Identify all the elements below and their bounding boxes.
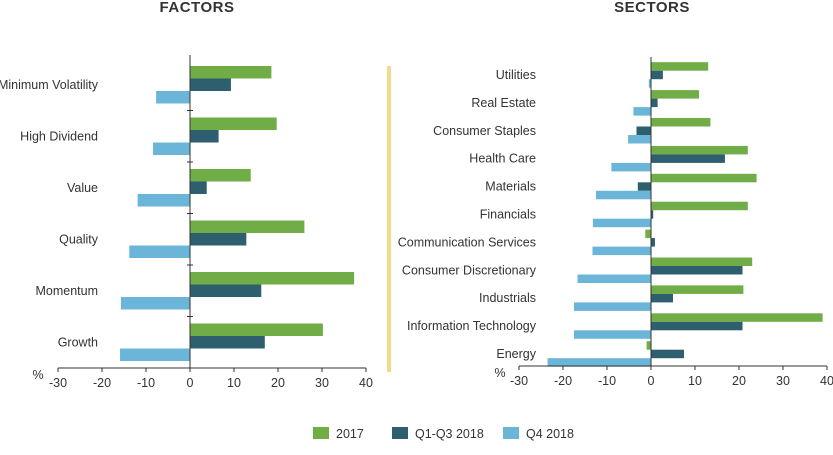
factors-bar-value-q1-q3-2018 bbox=[190, 181, 207, 194]
sectors-bar-real-estate-q1-q3-2018 bbox=[651, 98, 658, 108]
sectors-bar-financials-q4-2018 bbox=[592, 218, 651, 228]
sectors-category-label: Energy bbox=[496, 347, 536, 361]
sectors-bar-communication-services-q4-2018 bbox=[592, 246, 651, 256]
factors-x-tick-label: 20 bbox=[271, 376, 285, 390]
sectors-panel-title: SECTORS bbox=[614, 0, 690, 16]
factors-bar-quality-q4-2018 bbox=[129, 245, 190, 258]
sectors-category-label: Communication Services bbox=[398, 235, 536, 249]
factors-panel-title: FACTORS bbox=[160, 0, 235, 16]
sectors-bar-communication-services-q1-q3-2018 bbox=[651, 238, 655, 247]
factors-x-axis-label: % bbox=[32, 368, 43, 382]
sectors-bar-financials-q1-q3-2018 bbox=[651, 210, 654, 219]
sectors-bar-utilities-q1-q3-2018 bbox=[651, 70, 663, 80]
sectors-x-axis-label: % bbox=[494, 366, 505, 380]
factors-x-tick-label: 30 bbox=[315, 376, 329, 390]
sectors-bar-information-technology-2017 bbox=[651, 313, 823, 322]
sectors-bar-consumer-discretionary-q1-q3-2018 bbox=[651, 266, 743, 275]
sectors-bar-industrials-q4-2018 bbox=[574, 302, 651, 311]
legend-swatch-q1-q3-2018 bbox=[392, 427, 408, 439]
sectors-category-label: Real Estate bbox=[471, 96, 536, 110]
sectors-bar-materials-q1-q3-2018 bbox=[637, 182, 651, 191]
sectors-bar-health-care-q4-2018 bbox=[611, 162, 651, 172]
sectors-bar-industrials-2017 bbox=[651, 285, 744, 294]
sectors-x-tick-label: -30 bbox=[510, 374, 528, 388]
sectors-bar-real-estate-2017 bbox=[651, 90, 699, 99]
factors-category-label: Minimum Volatility bbox=[0, 78, 99, 92]
factors-category-label: Quality bbox=[59, 232, 99, 246]
factors-category-label: High Dividend bbox=[20, 129, 98, 143]
sectors-x-tick-label: 30 bbox=[776, 374, 790, 388]
legend-swatch-2017 bbox=[313, 427, 329, 439]
sectors-bar-information-technology-q1-q3-2018 bbox=[651, 321, 743, 331]
sectors-bar-health-care-2017 bbox=[651, 145, 748, 155]
factors-bar-quality-q1-q3-2018 bbox=[190, 233, 247, 246]
factors-bar-value-q4-2018 bbox=[137, 194, 190, 207]
sectors-x-tick-label: -10 bbox=[598, 374, 616, 388]
sectors-bar-consumer-staples-2017 bbox=[651, 118, 711, 127]
factors-category-label: Growth bbox=[58, 335, 98, 349]
factors-bar-minimum-volatility-2017 bbox=[190, 66, 272, 79]
factors-bar-high-dividend-q1-q3-2018 bbox=[190, 130, 219, 143]
factors-bar-growth-2017 bbox=[190, 323, 323, 336]
factors-bar-momentum-q4-2018 bbox=[120, 297, 190, 310]
factors-bar-minimum-volatility-q1-q3-2018 bbox=[190, 78, 231, 91]
sectors-bar-information-technology-q4-2018 bbox=[574, 330, 651, 339]
sectors-category-label: Industrials bbox=[479, 291, 536, 305]
sectors-bar-health-care-q1-q3-2018 bbox=[651, 154, 725, 163]
sectors-bar-real-estate-q4-2018 bbox=[633, 107, 651, 116]
factors-bar-quality-2017 bbox=[190, 220, 305, 233]
factors-x-tick-label: -30 bbox=[49, 376, 67, 390]
panel-divider bbox=[387, 66, 391, 372]
factors-x-tick-label: -10 bbox=[137, 376, 155, 390]
factors-bar-growth-q1-q3-2018 bbox=[190, 336, 265, 349]
sectors-bar-consumer-staples-q1-q3-2018 bbox=[636, 126, 651, 135]
sectors-category-label: Information Technology bbox=[407, 319, 537, 333]
sectors-bar-communication-services-2017 bbox=[645, 229, 651, 239]
factors-category-label: Value bbox=[67, 181, 98, 195]
sectors-category-label: Consumer Staples bbox=[433, 124, 536, 138]
factors-bar-high-dividend-2017 bbox=[190, 117, 277, 130]
sectors-category-label: Financials bbox=[480, 207, 536, 221]
sectors-bar-energy-2017 bbox=[646, 341, 651, 350]
factors-bar-momentum-q1-q3-2018 bbox=[190, 284, 262, 297]
sectors-bar-materials-q4-2018 bbox=[596, 190, 651, 200]
sectors-bar-industrials-q1-q3-2018 bbox=[651, 293, 673, 303]
sectors-bar-financials-2017 bbox=[651, 201, 748, 211]
factors-x-tick-label: 40 bbox=[359, 376, 373, 390]
factors-bar-minimum-volatility-q4-2018 bbox=[156, 91, 190, 104]
sectors-x-tick-label: 10 bbox=[688, 374, 702, 388]
sectors-category-label: Materials bbox=[485, 180, 536, 194]
legend-label-q4-2018: Q4 2018 bbox=[526, 427, 574, 441]
sectors-x-tick-label: 20 bbox=[732, 374, 746, 388]
factors-bar-value-2017 bbox=[190, 169, 251, 182]
factors-category-label: Momentum bbox=[35, 284, 98, 298]
sectors-bar-utilities-q4-2018 bbox=[648, 79, 651, 88]
sectors-category-label: Utilities bbox=[496, 68, 536, 82]
sectors-x-tick-label: 0 bbox=[648, 374, 655, 388]
sectors-x-tick-label: 40 bbox=[820, 374, 833, 388]
factors-bar-momentum-2017 bbox=[190, 272, 355, 285]
factors-bar-growth-q4-2018 bbox=[120, 348, 190, 361]
legend-swatch-q4-2018 bbox=[503, 427, 519, 439]
factors-x-tick-label: 10 bbox=[227, 376, 241, 390]
sectors-bar-energy-q1-q3-2018 bbox=[651, 349, 684, 359]
sectors-bar-consumer-discretionary-2017 bbox=[651, 257, 753, 266]
factors-bar-high-dividend-q4-2018 bbox=[153, 142, 190, 155]
sectors-bar-materials-2017 bbox=[651, 173, 757, 183]
sectors-category-label: Consumer Discretionary bbox=[402, 263, 537, 277]
legend-label-2017: 2017 bbox=[336, 427, 364, 441]
legend-label-q1-q3-2018: Q1-Q3 2018 bbox=[415, 427, 484, 441]
factors-x-tick-label: 0 bbox=[187, 376, 194, 390]
sectors-bar-consumer-discretionary-q4-2018 bbox=[577, 274, 651, 283]
sectors-category-label: Health Care bbox=[469, 152, 536, 166]
sectors-bar-utilities-2017 bbox=[651, 62, 709, 71]
sectors-bar-consumer-staples-q4-2018 bbox=[628, 135, 651, 144]
factors-x-tick-label: -20 bbox=[93, 376, 111, 390]
sectors-x-tick-label: -20 bbox=[554, 374, 572, 388]
sectors-bar-energy-q4-2018 bbox=[547, 358, 651, 367]
